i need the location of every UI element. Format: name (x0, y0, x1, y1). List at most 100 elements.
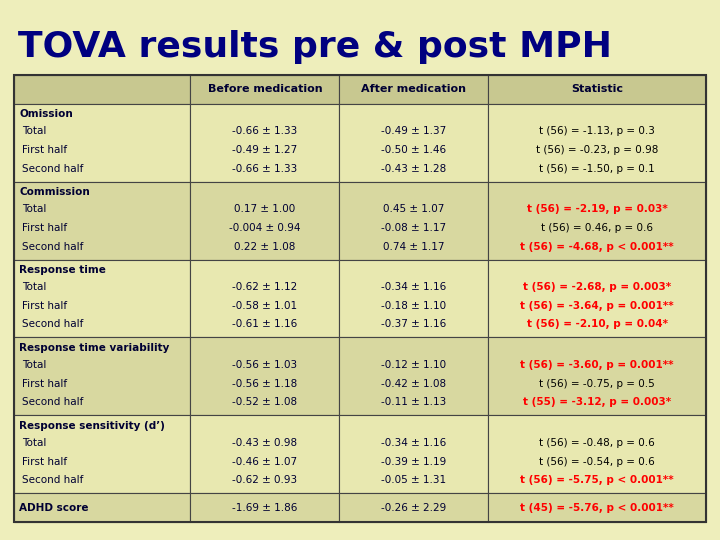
Text: Response sensitivity (d’): Response sensitivity (d’) (19, 421, 165, 431)
Text: -0.50 ± 1.46: -0.50 ± 1.46 (381, 145, 446, 155)
Bar (191, 75, 339, 104)
Text: -0.61 ± 1.16: -0.61 ± 1.16 (233, 320, 297, 329)
Text: t (55) = -3.12, p = 0.003*: t (55) = -3.12, p = 0.003* (523, 397, 671, 408)
Text: -0.56 ± 1.03: -0.56 ± 1.03 (233, 360, 297, 370)
Text: Total: Total (22, 205, 46, 214)
Text: -0.34 ± 1.16: -0.34 ± 1.16 (381, 438, 446, 448)
Text: 0.17 ± 1.00: 0.17 ± 1.00 (234, 205, 295, 214)
Text: Total: Total (22, 282, 46, 292)
Bar (488, 181, 706, 260)
Text: Response time: Response time (19, 265, 106, 275)
Bar (339, 75, 488, 104)
Bar (339, 104, 488, 181)
Text: -0.49 ± 1.27: -0.49 ± 1.27 (233, 145, 297, 155)
Text: -0.66 ± 1.33: -0.66 ± 1.33 (233, 164, 297, 173)
Text: t (56) = -1.50, p = 0.1: t (56) = -1.50, p = 0.1 (539, 164, 655, 173)
Text: -0.56 ± 1.18: -0.56 ± 1.18 (233, 379, 297, 389)
Text: -0.37 ± 1.16: -0.37 ± 1.16 (381, 320, 446, 329)
Text: After medication: After medication (361, 84, 466, 94)
Text: Omission: Omission (19, 109, 73, 119)
Text: t (56) = -2.19, p = 0.03*: t (56) = -2.19, p = 0.03* (526, 205, 667, 214)
Text: -0.11 ± 1.13: -0.11 ± 1.13 (381, 397, 446, 408)
Bar (339, 181, 488, 260)
Bar (339, 338, 488, 415)
Text: First half: First half (22, 301, 67, 311)
Bar (488, 338, 706, 415)
Text: t (56) = -2.68, p = 0.003*: t (56) = -2.68, p = 0.003* (523, 282, 671, 292)
Text: -0.52 ± 1.08: -0.52 ± 1.08 (233, 397, 297, 408)
Text: t (56) = -0.75, p = 0.5: t (56) = -0.75, p = 0.5 (539, 379, 655, 389)
Text: Second half: Second half (22, 164, 84, 173)
Text: Statistic: Statistic (571, 84, 623, 94)
Text: -0.26 ± 2.29: -0.26 ± 2.29 (381, 503, 446, 512)
Text: 0.74 ± 1.17: 0.74 ± 1.17 (383, 241, 444, 252)
Bar (339, 415, 488, 494)
Bar (14, 338, 191, 415)
Text: t (56) = -1.13, p = 0.3: t (56) = -1.13, p = 0.3 (539, 126, 655, 137)
Bar (191, 181, 339, 260)
Text: Total: Total (22, 438, 46, 448)
Text: Commission: Commission (19, 187, 90, 197)
Text: -0.39 ± 1.19: -0.39 ± 1.19 (381, 457, 446, 467)
Text: Second half: Second half (22, 475, 84, 485)
Text: t (56) = -4.68, p < 0.001**: t (56) = -4.68, p < 0.001** (520, 241, 674, 252)
Bar (191, 415, 339, 494)
Text: Response time variability: Response time variability (19, 343, 169, 353)
Bar (14, 75, 706, 522)
Text: t (56) = -3.64, p = 0.001**: t (56) = -3.64, p = 0.001** (520, 301, 674, 311)
Text: ADHD score: ADHD score (19, 503, 89, 512)
Text: -0.42 ± 1.08: -0.42 ± 1.08 (381, 379, 446, 389)
Bar (14, 260, 191, 338)
Text: -0.62 ± 1.12: -0.62 ± 1.12 (233, 282, 297, 292)
Text: t (56) = -0.48, p = 0.6: t (56) = -0.48, p = 0.6 (539, 438, 655, 448)
Bar (14, 494, 191, 522)
Text: t (56) = -2.10, p = 0.04*: t (56) = -2.10, p = 0.04* (526, 320, 667, 329)
Text: Total: Total (22, 126, 46, 137)
Text: t (45) = -5.76, p < 0.001**: t (45) = -5.76, p < 0.001** (520, 503, 674, 512)
Bar (488, 260, 706, 338)
Bar (14, 104, 191, 181)
Text: -0.18 ± 1.10: -0.18 ± 1.10 (381, 301, 446, 311)
Bar (191, 494, 339, 522)
Text: 0.22 ± 1.08: 0.22 ± 1.08 (234, 241, 295, 252)
Text: First half: First half (22, 379, 67, 389)
Bar (488, 75, 706, 104)
Text: Second half: Second half (22, 397, 84, 408)
Text: -1.69 ± 1.86: -1.69 ± 1.86 (232, 503, 297, 512)
Bar (191, 260, 339, 338)
Bar (14, 181, 191, 260)
Text: -0.49 ± 1.37: -0.49 ± 1.37 (381, 126, 446, 137)
Text: First half: First half (22, 457, 67, 467)
Text: t (56) = -5.75, p < 0.001**: t (56) = -5.75, p < 0.001** (520, 475, 674, 485)
Bar (14, 75, 191, 104)
Bar (191, 104, 339, 181)
Text: First half: First half (22, 145, 67, 155)
Text: -0.58 ± 1.01: -0.58 ± 1.01 (233, 301, 297, 311)
Text: Total: Total (22, 360, 46, 370)
Text: Before medication: Before medication (207, 84, 322, 94)
Bar (339, 260, 488, 338)
Bar (488, 494, 706, 522)
Text: t (56) = -3.60, p = 0.001**: t (56) = -3.60, p = 0.001** (521, 360, 674, 370)
Text: t (56) = -0.54, p = 0.6: t (56) = -0.54, p = 0.6 (539, 457, 655, 467)
Text: -0.46 ± 1.07: -0.46 ± 1.07 (233, 457, 297, 467)
Text: -0.62 ± 0.93: -0.62 ± 0.93 (233, 475, 297, 485)
Text: t (56) = -0.23, p = 0.98: t (56) = -0.23, p = 0.98 (536, 145, 658, 155)
Text: Second half: Second half (22, 241, 84, 252)
Text: t (56) = 0.46, p = 0.6: t (56) = 0.46, p = 0.6 (541, 223, 653, 233)
Bar (488, 415, 706, 494)
Bar (14, 415, 191, 494)
Bar (488, 104, 706, 181)
Text: -0.43 ± 1.28: -0.43 ± 1.28 (381, 164, 446, 173)
Text: 0.45 ± 1.07: 0.45 ± 1.07 (383, 205, 444, 214)
Text: -0.12 ± 1.10: -0.12 ± 1.10 (381, 360, 446, 370)
Text: -0.66 ± 1.33: -0.66 ± 1.33 (233, 126, 297, 137)
Text: -0.08 ± 1.17: -0.08 ± 1.17 (381, 223, 446, 233)
Text: First half: First half (22, 223, 67, 233)
Text: Second half: Second half (22, 320, 84, 329)
Bar (191, 338, 339, 415)
Text: -0.004 ± 0.94: -0.004 ± 0.94 (229, 223, 301, 233)
Text: -0.43 ± 0.98: -0.43 ± 0.98 (233, 438, 297, 448)
Bar (339, 494, 488, 522)
Text: TOVA results pre & post MPH: TOVA results pre & post MPH (18, 30, 612, 64)
